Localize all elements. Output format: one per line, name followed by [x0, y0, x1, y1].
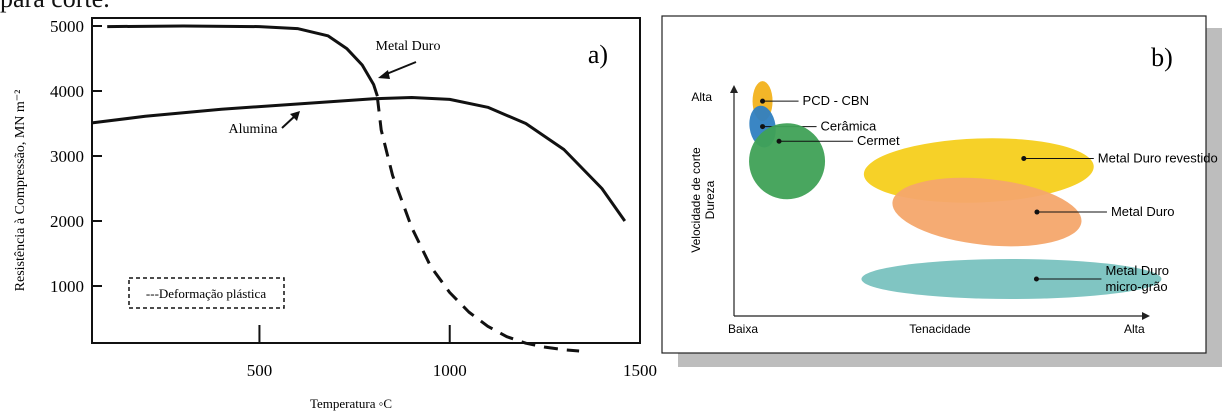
x-tick-label: Alta — [1124, 322, 1145, 336]
y-tick-label: 2000 — [50, 212, 84, 231]
y-axis-label: Resistência à Compressão, MN m⁻² — [13, 90, 28, 292]
x-axis-arrow — [1142, 312, 1150, 320]
arrow-head — [290, 111, 300, 121]
y-tick-label: Alta — [691, 90, 712, 104]
series-label-6-line-1: Metal Duro — [1105, 263, 1169, 278]
x-tick-label: 500 — [247, 361, 273, 380]
chart-a: 1000 2000 3000 4000 5000 500 1000 1500 Temperatu… — [13, 17, 657, 411]
series-label-3-line-1: Cermet — [857, 133, 900, 148]
series-label-1-line-1: PCD - CBN — [803, 93, 869, 108]
x-axis-label: Tenacidade — [909, 322, 971, 336]
y-axis-label-line-1: Velocidade de corte — [689, 147, 703, 253]
series-line-3 — [375, 97, 580, 353]
panel-label-a: a) — [588, 40, 608, 69]
label-dot-series-5 — [1034, 209, 1040, 215]
series-label-6-line-2: micro-grão — [1105, 279, 1167, 294]
annotation-alumina: Alumina — [229, 122, 279, 137]
bubble-series-6 — [861, 259, 1162, 300]
annotation-arrow-metal-duro — [383, 61, 417, 76]
series-line-1 — [107, 24, 379, 97]
x-tick-label: 1000 — [433, 361, 467, 380]
legend-label: ---Deformação plástica — [146, 286, 266, 301]
legend-box — [128, 277, 285, 309]
y-tick-label: 4000 — [50, 82, 84, 101]
bubble-series-5 — [892, 177, 1082, 247]
arrow-head — [378, 70, 390, 79]
caption-fragment: para corte. — [0, 0, 110, 14]
x-tick-label: 1500 — [623, 361, 657, 380]
series-label-2-line-1: Cerâmica — [821, 119, 877, 134]
annotation-metal-duro: Metal Duro — [376, 39, 441, 54]
series-line-2 — [91, 96, 627, 222]
y-tick-label: 3000 — [50, 147, 84, 166]
y-axis-label-line-2: Dureza — [703, 180, 717, 219]
series-label-5-line-1: Metal Duro — [1111, 204, 1175, 219]
x-axis-label: Temperatura ◦C — [310, 396, 392, 411]
x-tick-label: Baixa — [728, 322, 758, 336]
y-tick-label: 5000 — [50, 17, 84, 36]
series-label-4-line-1: Metal Duro revestido — [1098, 150, 1218, 165]
bubble-series-3 — [749, 123, 826, 200]
label-dot-series-6 — [1033, 276, 1039, 282]
panel-label-b: b) — [1151, 43, 1173, 72]
chart-b: b) Alta Baixa Alta Tenacidade Velocidade de c… — [661, 15, 1222, 367]
y-tick-label: 1000 — [50, 277, 84, 296]
y-axis-arrow — [730, 85, 738, 93]
plot-frame — [91, 17, 641, 344]
